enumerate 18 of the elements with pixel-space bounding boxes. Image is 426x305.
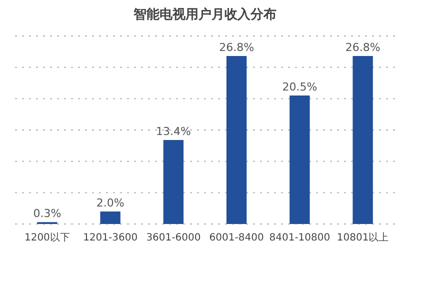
x-tick-label: 6001-8400	[209, 232, 264, 244]
x-tick-label: 10801以上	[336, 232, 389, 244]
data-label: 26.8%	[345, 41, 380, 54]
data-label: 13.4%	[156, 125, 191, 138]
bar	[352, 56, 373, 224]
bar	[100, 211, 120, 224]
bar	[163, 140, 184, 224]
data-label: 0.3%	[33, 207, 62, 220]
x-tick-label: 8401-10800	[269, 232, 330, 244]
x-tick-label: 3601-6000	[146, 232, 201, 244]
data-label: 20.5%	[282, 80, 318, 94]
x-tick-label: 1201-3600	[83, 232, 138, 244]
chart-title: 智能电视用户月收入分布	[132, 6, 276, 22]
data-label: 2.0%	[96, 196, 124, 210]
bar	[226, 56, 247, 224]
x-tick-label: 1200以下	[24, 232, 70, 244]
data-label: 26.8%	[219, 41, 254, 54]
bar	[290, 96, 310, 224]
